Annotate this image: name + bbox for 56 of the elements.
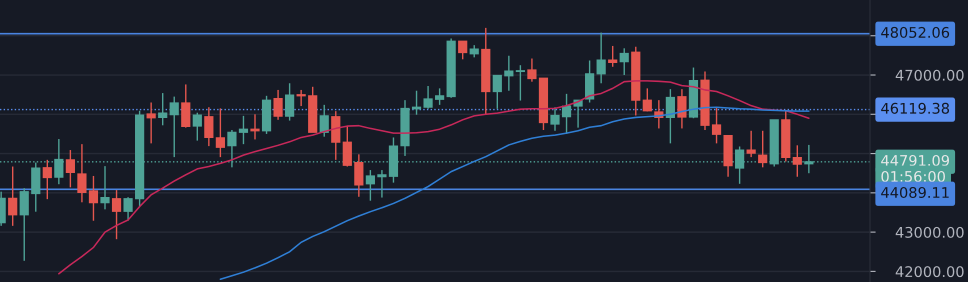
candlestick [216, 108, 225, 158]
candlestick [596, 32, 606, 84]
candlestick [273, 89, 283, 120]
candlestick [608, 45, 618, 68]
candlestick [285, 82, 294, 122]
ref-line-label: 48052.06 [881, 26, 950, 38]
y-tick-label: 42000.00 [896, 266, 964, 278]
candlestick [354, 154, 364, 198]
candlestick [642, 88, 652, 112]
candlestick [181, 84, 190, 128]
ref-line-label: 44089.11 [881, 186, 949, 198]
candlestick [238, 115, 248, 145]
candlestick [170, 96, 179, 158]
candlestick [20, 187, 29, 262]
candlestick [250, 114, 260, 140]
candlestick [412, 90, 422, 116]
candlestick [550, 106, 560, 132]
candlestick [666, 88, 675, 144]
candlestick [342, 126, 352, 168]
candlestick [562, 93, 572, 135]
candlestick [8, 166, 18, 227]
candlestick [204, 106, 214, 147]
candlestick [100, 165, 110, 210]
line-series [58, 80, 810, 275]
candlestick [66, 149, 75, 188]
candlestick [458, 40, 468, 60]
y-tick-label: 47000.00 [896, 70, 964, 81]
candlestick [677, 88, 687, 130]
candlestick [158, 92, 168, 126]
candlestick [516, 64, 525, 102]
candlestick [470, 44, 479, 58]
candlestick [492, 74, 502, 110]
candlestick [320, 104, 329, 138]
candlestick [712, 106, 722, 144]
candlestick [792, 144, 802, 178]
candlestick [504, 55, 514, 92]
candlestick [123, 196, 133, 222]
candlestick [377, 169, 387, 198]
y-tick-label: 43000.00 [896, 226, 964, 238]
candlestick [620, 48, 629, 76]
candlestick [527, 58, 537, 82]
candlestick [746, 130, 756, 158]
text: 01:56:00 [881, 170, 945, 182]
ref-line-label: 44791.09 [881, 154, 949, 166]
candlestick [77, 143, 87, 203]
candlestick [435, 88, 444, 106]
candlestick [758, 130, 768, 168]
ref-line-label: 46119.38 [881, 102, 950, 114]
candlestick [366, 169, 375, 202]
candlestick [112, 189, 122, 240]
candlestick [146, 102, 156, 144]
candlestick [88, 175, 98, 222]
candlestick [42, 159, 52, 200]
candlestick [423, 85, 433, 110]
candlestick [296, 89, 306, 107]
candlestick [192, 112, 202, 142]
